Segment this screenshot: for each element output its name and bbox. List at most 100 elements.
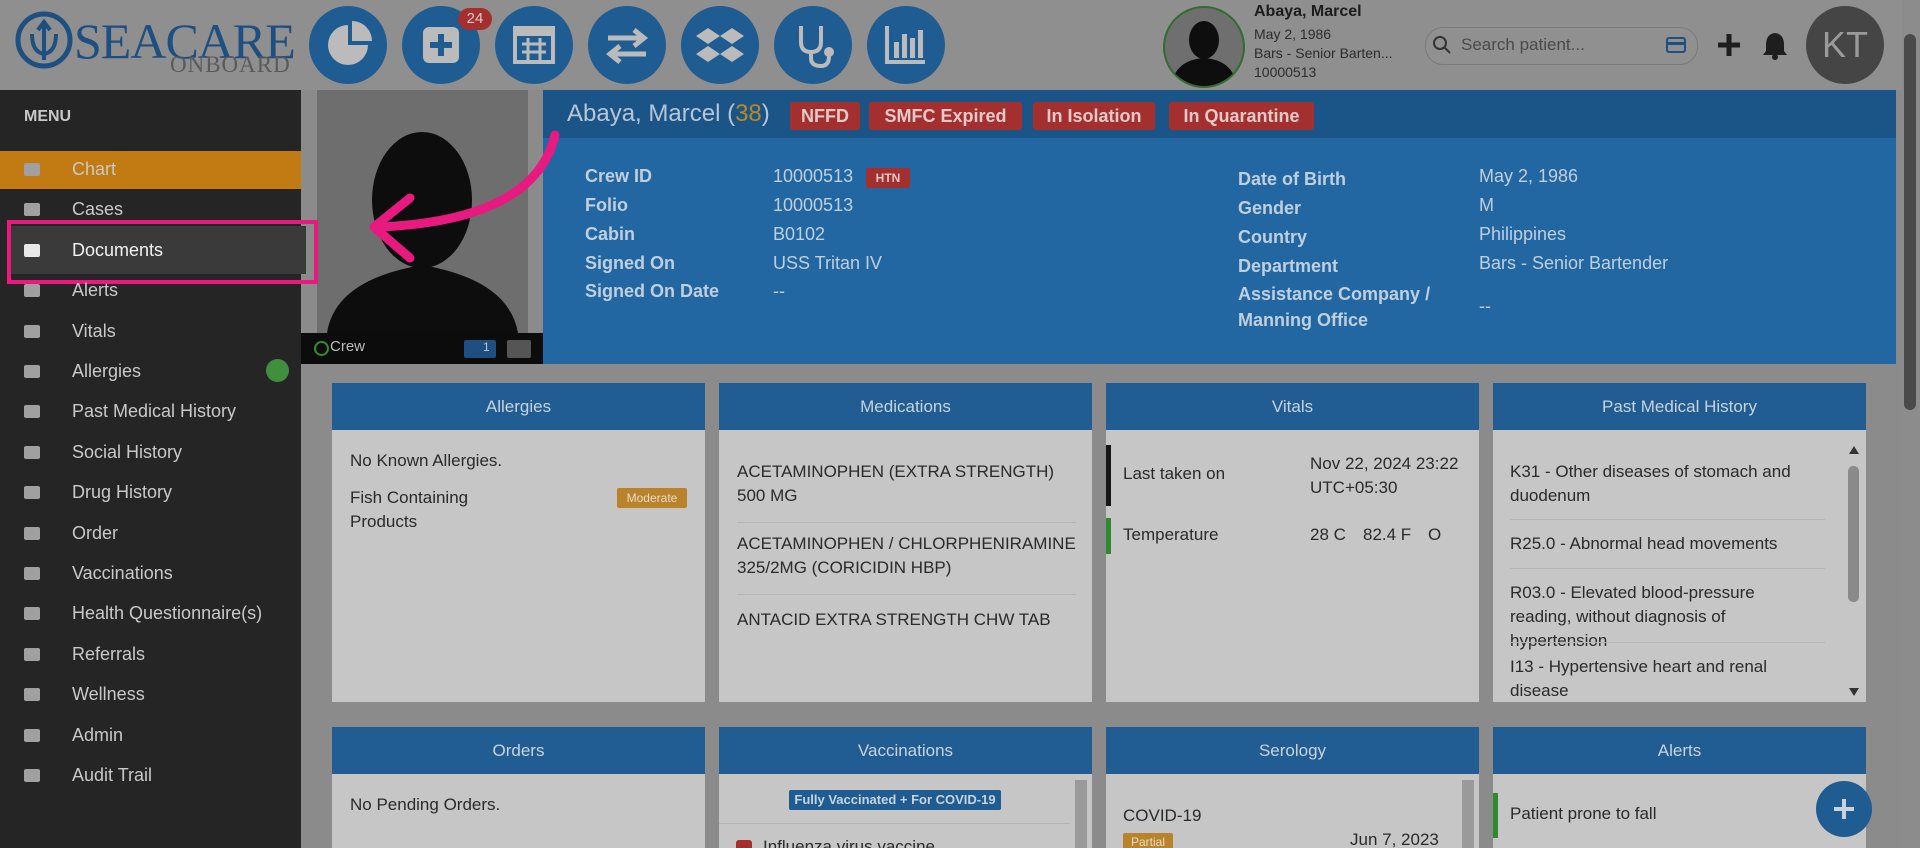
- separator: [1510, 519, 1825, 520]
- history-scroll-thumb[interactable]: [1848, 466, 1859, 602]
- vaccine-icon: [736, 840, 752, 848]
- menu-item[interactable]: [24, 445, 40, 459]
- menu-active: [0, 151, 301, 189]
- medication-item: ACETAMINOPHEN (EXTRA STRENGTH) 500 MG: [737, 462, 1055, 505]
- menu-label: Health Questionnaire(s): [72, 603, 263, 624]
- photo-count-box[interactable]: [464, 340, 496, 358]
- separator: [719, 823, 1070, 824]
- medication-item: ACETAMINOPHEN / CHLORPHENIRAMINE 325/2MG…: [737, 534, 1076, 577]
- history-item: I13 - Hypertensive heart and renal disea…: [1510, 657, 1768, 700]
- menu-selected: [11, 225, 306, 274]
- menu-item[interactable]: [24, 728, 40, 742]
- reports-button[interactable]: [867, 6, 945, 84]
- menu-item[interactable]: [24, 284, 40, 298]
- temperature-marker: [1106, 518, 1111, 554]
- allergies-card: [332, 430, 705, 702]
- history-scroll-arrows: [1849, 446, 1859, 696]
- menu-title: MENU: [24, 108, 72, 125]
- card-icon: [1666, 37, 1686, 53]
- history-item: R25.0 - Abnormal head movements: [1510, 534, 1778, 553]
- orders-title: Orders: [332, 727, 705, 774]
- status-tag: NFFD: [790, 102, 860, 130]
- separator: [1510, 568, 1825, 569]
- menu-label: Allergies: [72, 361, 142, 381]
- alerts-title: Alerts: [1493, 727, 1866, 774]
- menu-item[interactable]: [24, 405, 40, 419]
- scrollbar-thumb[interactable]: [1904, 34, 1916, 410]
- search-placeholder: Search patient...: [1461, 35, 1585, 54]
- patient-photo: [317, 90, 528, 333]
- calendar-button[interactable]: [495, 6, 573, 84]
- transfer-button[interactable]: [588, 6, 666, 84]
- allergy-severity: Moderate: [617, 488, 687, 508]
- photo-link[interactable]: [507, 340, 531, 358]
- vaccination-scroll: [1075, 780, 1087, 848]
- menu-item[interactable]: [24, 163, 40, 176]
- vaccinations-title: Vaccinations: [719, 727, 1092, 774]
- menu-label: Alerts: [72, 280, 119, 301]
- new-case-button[interactable]: [402, 6, 480, 84]
- dashboard-button[interactable]: [309, 6, 387, 84]
- medical-button[interactable]: [774, 6, 852, 84]
- menu-item[interactable]: [24, 243, 40, 257]
- menu-item[interactable]: [24, 647, 40, 661]
- menu-item[interactable]: [24, 688, 40, 702]
- patient-id: 10000513: [1254, 64, 1317, 80]
- age-open: (: [727, 100, 736, 127]
- vitals-card: [1106, 430, 1479, 702]
- menu-item[interactable]: [24, 526, 40, 540]
- menu-item[interactable]: [24, 203, 40, 217]
- add-button[interactable]: [1716, 32, 1742, 58]
- temperature-f: 82.4 F: [1363, 525, 1412, 544]
- temperature-label: Temperature: [1123, 525, 1219, 544]
- sidebar: [0, 90, 301, 848]
- age: 38: [735, 100, 762, 127]
- name: Abaya, Marcel: [567, 100, 721, 127]
- menu-item[interactable]: [24, 486, 40, 500]
- vitals-title: Vitals: [1106, 383, 1479, 430]
- alert-marker: [1493, 793, 1498, 838]
- detail-label: Cabin: [585, 224, 636, 244]
- allergy-item: Fish Containing Products: [350, 488, 469, 531]
- menu-label: Admin: [72, 724, 124, 745]
- menu-label: Order: [72, 522, 119, 543]
- detail-value: 10000513: [773, 195, 854, 215]
- vaccinations-card: [719, 774, 1092, 848]
- menu-label: Vitals: [72, 320, 116, 341]
- notifications-button[interactable]: [1762, 30, 1788, 60]
- menu-label: Cases: [72, 199, 124, 220]
- menu-label: Drug History: [72, 482, 173, 503]
- fab-add[interactable]: [1816, 781, 1872, 837]
- menu-item[interactable]: [24, 769, 40, 782]
- temperature-c: 28 C: [1310, 525, 1346, 544]
- menu-label: Chart: [72, 159, 117, 179]
- highlight-arrow: [369, 130, 560, 263]
- vaccination-badge: Fully Vaccinated + For COVID-19: [789, 790, 1001, 810]
- serology-scroll: [1462, 780, 1474, 848]
- menu-item[interactable]: [24, 607, 40, 621]
- menu-item[interactable]: [24, 365, 40, 378]
- menu-label: Past Medical History: [72, 401, 237, 422]
- status-tag: In Isolation: [1033, 102, 1155, 130]
- medications-card: [719, 430, 1092, 702]
- search-box[interactable]: [1425, 27, 1698, 65]
- detail-value: Philippines: [1479, 224, 1567, 244]
- detail-value: May 2, 1986: [1479, 166, 1579, 186]
- vitals-last-label: Last taken on: [1123, 464, 1226, 483]
- menu-label: Referrals: [72, 643, 146, 664]
- history-item: R03.0 - Elevated blood-pressure reading,…: [1510, 583, 1755, 650]
- menu-item[interactable]: [24, 567, 40, 580]
- photo-bar: [301, 333, 543, 364]
- history-title: Past Medical History: [1493, 383, 1866, 430]
- logo-icon: [15, 11, 73, 69]
- menu-item[interactable]: [24, 324, 40, 338]
- alert-item: Patient prone to fall: [1510, 804, 1657, 823]
- patient-avatar: [1163, 6, 1245, 88]
- menu-label: Vaccinations: [72, 563, 173, 583]
- dropbox-button[interactable]: [681, 6, 759, 84]
- detail-value: Bars - Senior Bartender: [1479, 253, 1669, 273]
- user-avatar[interactable]: KT: [1806, 6, 1884, 84]
- patient-department: Bars - Senior Barten...: [1254, 45, 1393, 61]
- detail-value: B0102: [773, 224, 826, 244]
- detail-label: Crew ID: [585, 166, 653, 186]
